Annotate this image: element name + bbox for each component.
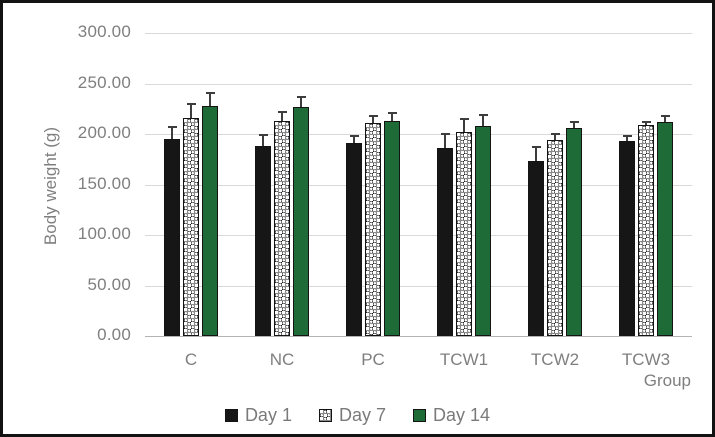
error-bar-line: [645, 121, 647, 125]
error-bar-cap: [441, 133, 450, 135]
error-bar-cap: [388, 112, 397, 114]
x-tick-label-c: C: [184, 350, 198, 369]
bar-day1-nc: [255, 146, 271, 336]
error-bar-line: [262, 134, 264, 146]
bar-day7-pc: [365, 123, 381, 336]
bar-day7-nc: [274, 121, 290, 336]
gridline: [145, 33, 692, 34]
y-tick-label: 100.00: [77, 224, 131, 243]
y-tick-label: 250.00: [77, 73, 131, 92]
bar-day14-tcw3: [657, 122, 673, 336]
error-bar-line: [444, 133, 446, 148]
error-bar-cap: [187, 103, 196, 105]
error-bar-line: [391, 112, 393, 121]
bar-day7-c: [183, 118, 199, 336]
x-tick-label-nc: NC: [269, 350, 295, 369]
legend: Day 1 Day 7 Day 14: [3, 405, 712, 425]
error-bar-line: [554, 133, 556, 140]
error-bar-cap: [259, 134, 268, 136]
error-bar-cap: [350, 135, 359, 137]
day1-swatch-icon: [224, 408, 238, 422]
error-bar-cap: [642, 121, 651, 123]
error-bar-cap: [570, 121, 579, 123]
error-bar-cap: [278, 111, 287, 113]
legend-label: Day 1: [244, 405, 292, 425]
error-bar-line: [353, 135, 355, 143]
error-bar-line: [535, 146, 537, 161]
error-bar-cap: [551, 133, 560, 135]
gridline: [145, 286, 692, 287]
error-bar-line: [463, 118, 465, 132]
day14-swatch-icon: [413, 408, 426, 422]
legend-item-day1: Day 1: [224, 405, 292, 425]
error-bar-line: [209, 92, 211, 106]
error-bar-cap: [532, 146, 541, 148]
error-bar-line: [573, 121, 575, 128]
legend-label: Day 7: [338, 405, 386, 425]
bar-day1-tcw3: [619, 141, 635, 336]
error-bar-cap: [168, 126, 177, 128]
error-bar-cap: [460, 118, 469, 120]
error-bar-line: [190, 103, 192, 118]
bar-day1-pc: [346, 143, 362, 336]
y-tick-label: 200.00: [77, 123, 131, 142]
x-axis-line: [145, 336, 692, 337]
x-tick-label-tcw2: TCW2: [530, 350, 580, 369]
bar-day1-tcw1: [437, 148, 453, 336]
bar-day7-tcw3: [638, 125, 654, 336]
error-bar-cap: [206, 92, 215, 94]
bar-day14-c: [202, 106, 218, 336]
bar-day1-c: [164, 139, 180, 336]
bar-day14-tcw2: [566, 128, 582, 336]
gridline: [145, 185, 692, 186]
bar-day14-nc: [293, 107, 309, 336]
bar-day1-tcw2: [528, 161, 544, 336]
y-tick-label: 50.00: [87, 275, 131, 294]
bar-day14-tcw1: [475, 126, 491, 336]
error-bar-line: [281, 111, 283, 121]
legend-label: Day 14: [433, 405, 491, 425]
y-tick-label: 150.00: [77, 174, 131, 193]
x-tick-label-pc: PC: [361, 350, 385, 369]
error-bar-cap: [479, 114, 488, 116]
gridline: [145, 84, 692, 85]
day7-swatch-icon: [318, 408, 332, 422]
error-bar-line: [626, 135, 628, 141]
legend-item-day14: Day 14: [413, 405, 490, 425]
error-bar-line: [300, 96, 302, 107]
legend-item-day7: Day 7: [318, 405, 386, 425]
error-bar-cap: [623, 135, 632, 137]
bar-day7-tcw1: [456, 132, 472, 336]
error-bar-cap: [297, 96, 306, 98]
error-bar-line: [664, 115, 666, 122]
gridline: [145, 235, 692, 236]
y-tick-label: 300.00: [77, 22, 131, 41]
x-axis-title: Group: [643, 371, 691, 390]
bar-day14-pc: [384, 121, 400, 336]
gridline: [145, 134, 692, 135]
error-bar-line: [482, 114, 484, 126]
error-bar-cap: [369, 115, 378, 117]
error-bar-line: [372, 115, 374, 123]
x-tick-label-tcw1: TCW1: [439, 350, 489, 369]
x-tick-label-tcw3: TCW3: [621, 350, 671, 369]
error-bar-line: [171, 126, 173, 139]
y-tick-label: 0.00: [97, 325, 131, 344]
error-bar-cap: [661, 115, 670, 117]
bar-day7-tcw2: [547, 140, 563, 336]
